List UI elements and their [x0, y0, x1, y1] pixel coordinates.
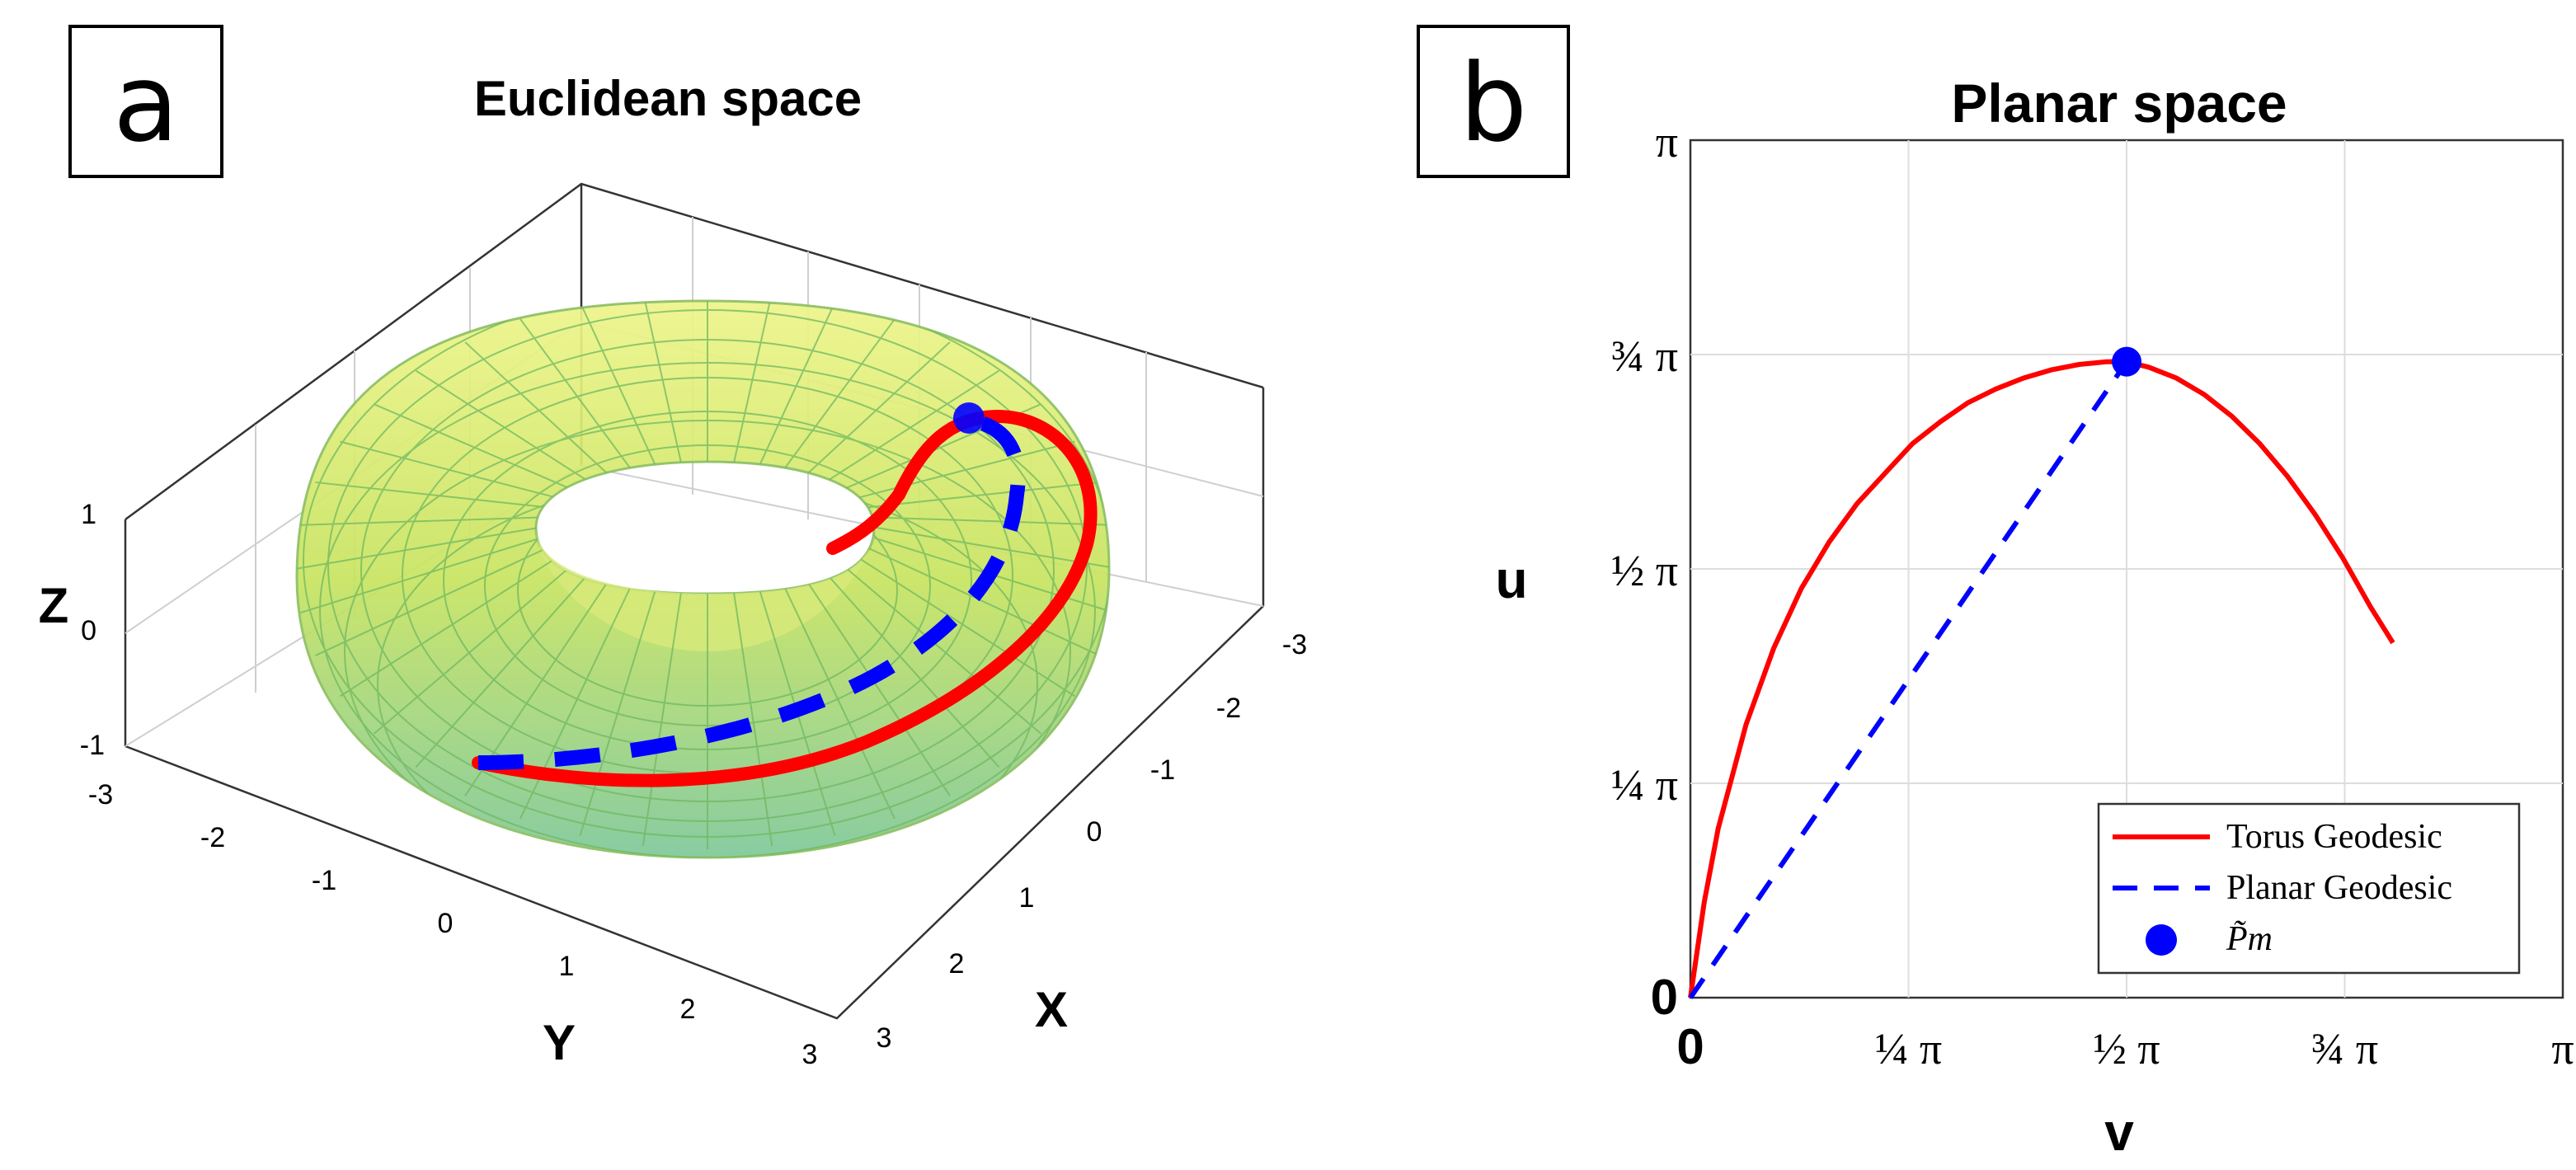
y-tick: 2: [680, 994, 696, 1025]
torus-mesh-meridian: [299, 537, 541, 614]
x-tick-label: π: [2551, 1024, 2574, 1074]
panel-b-label: b: [1460, 40, 1528, 166]
torus-mesh-meridian: [315, 481, 548, 509]
x-tick: 3: [877, 1022, 892, 1054]
x-tick-label: ½ π: [2093, 1024, 2160, 1074]
torus-geodesic-line: [1688, 359, 2395, 998]
z-axis-ticks: 1 0 -1: [80, 499, 105, 761]
y-tick-label: ¾ π: [1611, 331, 1678, 381]
torus-mesh-meridian: [415, 573, 589, 768]
x-axis-label: X: [1035, 982, 1068, 1037]
torus-mesh-meridian: [733, 301, 773, 463]
x-axis-label-b: v: [2104, 1102, 2134, 1162]
torus-mesh-meridian: [733, 592, 773, 846]
torus-mesh-meridian: [579, 302, 656, 466]
x-tick: -1: [1150, 754, 1175, 786]
y-tick: -1: [312, 865, 336, 896]
x-tick-label: ¾ π: [2311, 1024, 2378, 1074]
panel-a-label-box: [68, 25, 223, 178]
axis-ticks: 0 ¼ π ½ π ¾ π π 0 ¼ π ½ π ¾ π π: [1611, 117, 2574, 1074]
x-tick: 1: [1019, 882, 1035, 914]
z-axis-label: Z: [39, 578, 69, 633]
panel-b-label-box: [1417, 25, 1570, 178]
x-tick: 0: [1087, 816, 1102, 848]
legend-point-swatch: [2146, 924, 2177, 956]
pm-point-3d: [953, 402, 985, 434]
y-axis-ticks: -3 -2 -1 0 1 2 3: [88, 779, 818, 1070]
torus-mesh-meridian: [783, 585, 895, 820]
x-tick-label: 0: [1676, 1019, 1704, 1074]
panel-a-title: Euclidean space: [474, 71, 862, 126]
torus-geodesic-3d: [472, 409, 1098, 787]
y-tick-label: π: [1656, 117, 1678, 167]
legend-planar-label: Planar Geodesic: [2226, 869, 2452, 907]
torus-mesh-meridian: [874, 516, 1109, 526]
z-tick: 0: [81, 615, 96, 646]
torus-mesh-meridian: [464, 341, 609, 476]
torus-mesh-meridian: [415, 369, 589, 482]
y-tick-label: ¼ π: [1611, 760, 1678, 810]
torus-mesh-meridian: [858, 440, 1075, 499]
planar-geodesic-3d: [477, 413, 1026, 770]
torus-mesh-meridian: [783, 318, 895, 470]
torus-mesh-meridian: [300, 516, 541, 526]
pm-point: [2112, 346, 2142, 377]
panel-b-title: Planar space: [1951, 73, 2287, 134]
panel-a-label: a: [113, 40, 179, 166]
z-tick: 1: [81, 499, 96, 530]
torus-mesh-meridian: [826, 573, 1000, 768]
y-tick-label: 0: [1651, 970, 1678, 1025]
torus-mesh-meridian: [858, 557, 1076, 698]
torus-mesh-meridian: [867, 481, 1100, 509]
z-tick: -1: [80, 730, 105, 761]
x-tick: -2: [1216, 693, 1241, 724]
legend-torus-label: Torus Geodesic: [2226, 818, 2442, 856]
planar-geodesic-line: [1688, 360, 2129, 999]
torus-mesh-meridian: [519, 318, 632, 470]
x-tick-label: ¼ π: [1875, 1024, 1942, 1074]
y-tick-label: ½ π: [1611, 546, 1678, 595]
torus-mesh-meridian: [340, 440, 557, 499]
legend: Torus Geodesic Planar Geodesic P̃m: [2097, 802, 2521, 975]
torus-mesh-meridian: [642, 301, 682, 463]
torus-mesh-meridian: [519, 585, 632, 820]
torus-surface: [295, 299, 1111, 859]
panel-a: a Euclidean space: [39, 25, 1308, 1070]
torus-mesh-meridian: [844, 566, 1042, 735]
y-axis-label: Y: [543, 1015, 576, 1070]
torus-mesh-meridian: [826, 369, 1000, 482]
torus-mesh-meridian: [642, 592, 682, 846]
y-tick: 0: [438, 908, 454, 939]
torus-mesh-meridian: [579, 590, 656, 836]
torus-mesh-meridian: [373, 566, 571, 735]
torus-mesh-meridian: [315, 547, 548, 656]
torus-mesh-meridian: [806, 341, 951, 476]
y-tick: -3: [88, 779, 113, 811]
torus-mesh-meridian: [759, 302, 836, 466]
legend-point-label: P̃m: [2226, 920, 2273, 958]
y-tick: 3: [802, 1039, 818, 1070]
torus-mesh-meridian: [297, 527, 539, 570]
x-axis-ticks: -3 -2 -1 0 1 2 3: [877, 629, 1308, 1054]
x-tick: -3: [1282, 629, 1307, 660]
y-axis-label-b: u: [1495, 550, 1527, 609]
torus-mesh-meridian: [867, 547, 1100, 656]
x-tick: 2: [949, 948, 965, 980]
y-tick: 1: [559, 951, 575, 982]
y-tick: -2: [200, 822, 225, 853]
torus-mesh-meridian: [339, 557, 557, 698]
torus-mesh-meridian: [806, 580, 951, 796]
torus-mesh-meridian: [374, 403, 571, 490]
